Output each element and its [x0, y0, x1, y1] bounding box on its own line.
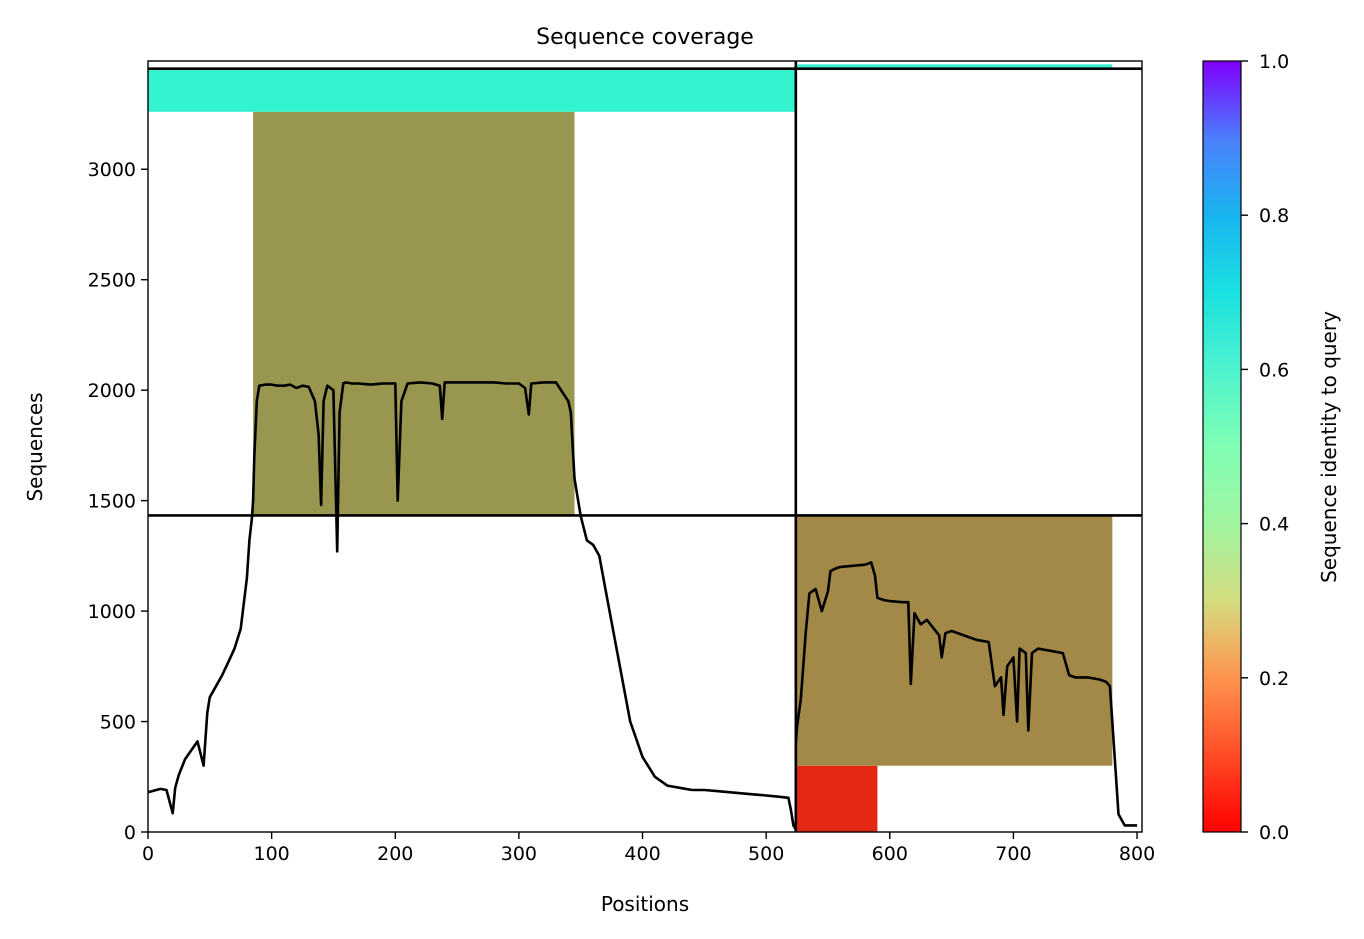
x-tick-label: 500 [748, 843, 784, 865]
colorbar-tick-label: 0.8 [1259, 205, 1289, 227]
x-axis-label: Positions [601, 892, 689, 916]
colorbar: 0.0 0.2 0.4 0.6 0.8 1.0 Sequence identity to … [1202, 51, 1341, 844]
coverage-block-4 [795, 64, 1113, 69]
section-boundaries [148, 61, 1142, 832]
y-tick-label: 0 [124, 822, 136, 844]
colorbar-tick-label: 1.0 [1259, 51, 1289, 73]
x-tick-label: 800 [1119, 843, 1155, 865]
y-tick-label: 3000 [88, 159, 136, 181]
colorbar-tick-label: 0.0 [1259, 822, 1289, 844]
chart-title: Sequence coverage [536, 25, 754, 50]
coverage-block-3 [148, 68, 796, 112]
colorbar-tick-label: 0.4 [1259, 514, 1289, 536]
x-tick-label: 600 [872, 843, 908, 865]
plot-frame [147, 60, 1143, 833]
colorbar-tick-label: 0.6 [1259, 359, 1289, 381]
y-axis: 0 500 1000 1500 2000 2500 3000 [88, 159, 148, 844]
colorbar-label: Sequence identity to query [1317, 311, 1341, 583]
x-axis: 0 100 200 300 400 500 600 700 800 [142, 832, 1155, 865]
x-tick-label: 200 [377, 843, 413, 865]
y-tick-label: 2000 [88, 380, 136, 402]
x-tick-label: 100 [253, 843, 289, 865]
colorbar-fill [1202, 60, 1242, 833]
y-axis-label: Sequences [23, 392, 47, 501]
coverage-blocks [148, 64, 1113, 832]
x-tick-label: 400 [624, 843, 660, 865]
y-tick-label: 2500 [88, 270, 136, 292]
coverage-block-0 [795, 765, 878, 832]
y-tick-label: 1000 [88, 601, 136, 623]
coverage-line-0 [147, 381, 797, 831]
plot-area [147, 60, 1143, 833]
coverage-block-2 [253, 111, 575, 516]
colorbar-ticks: 0.0 0.2 0.4 0.6 0.8 1.0 [1241, 51, 1289, 844]
x-tick-label: 0 [142, 843, 154, 865]
coverage-line-1 [794, 561, 1138, 827]
colorbar-tick-label: 0.2 [1259, 668, 1289, 690]
y-tick-label: 500 [100, 712, 136, 734]
x-tick-label: 700 [995, 843, 1031, 865]
coverage-block-1 [795, 515, 1113, 766]
coverage-lines [147, 381, 1138, 831]
x-tick-label: 300 [501, 843, 537, 865]
y-tick-label: 1500 [88, 491, 136, 513]
